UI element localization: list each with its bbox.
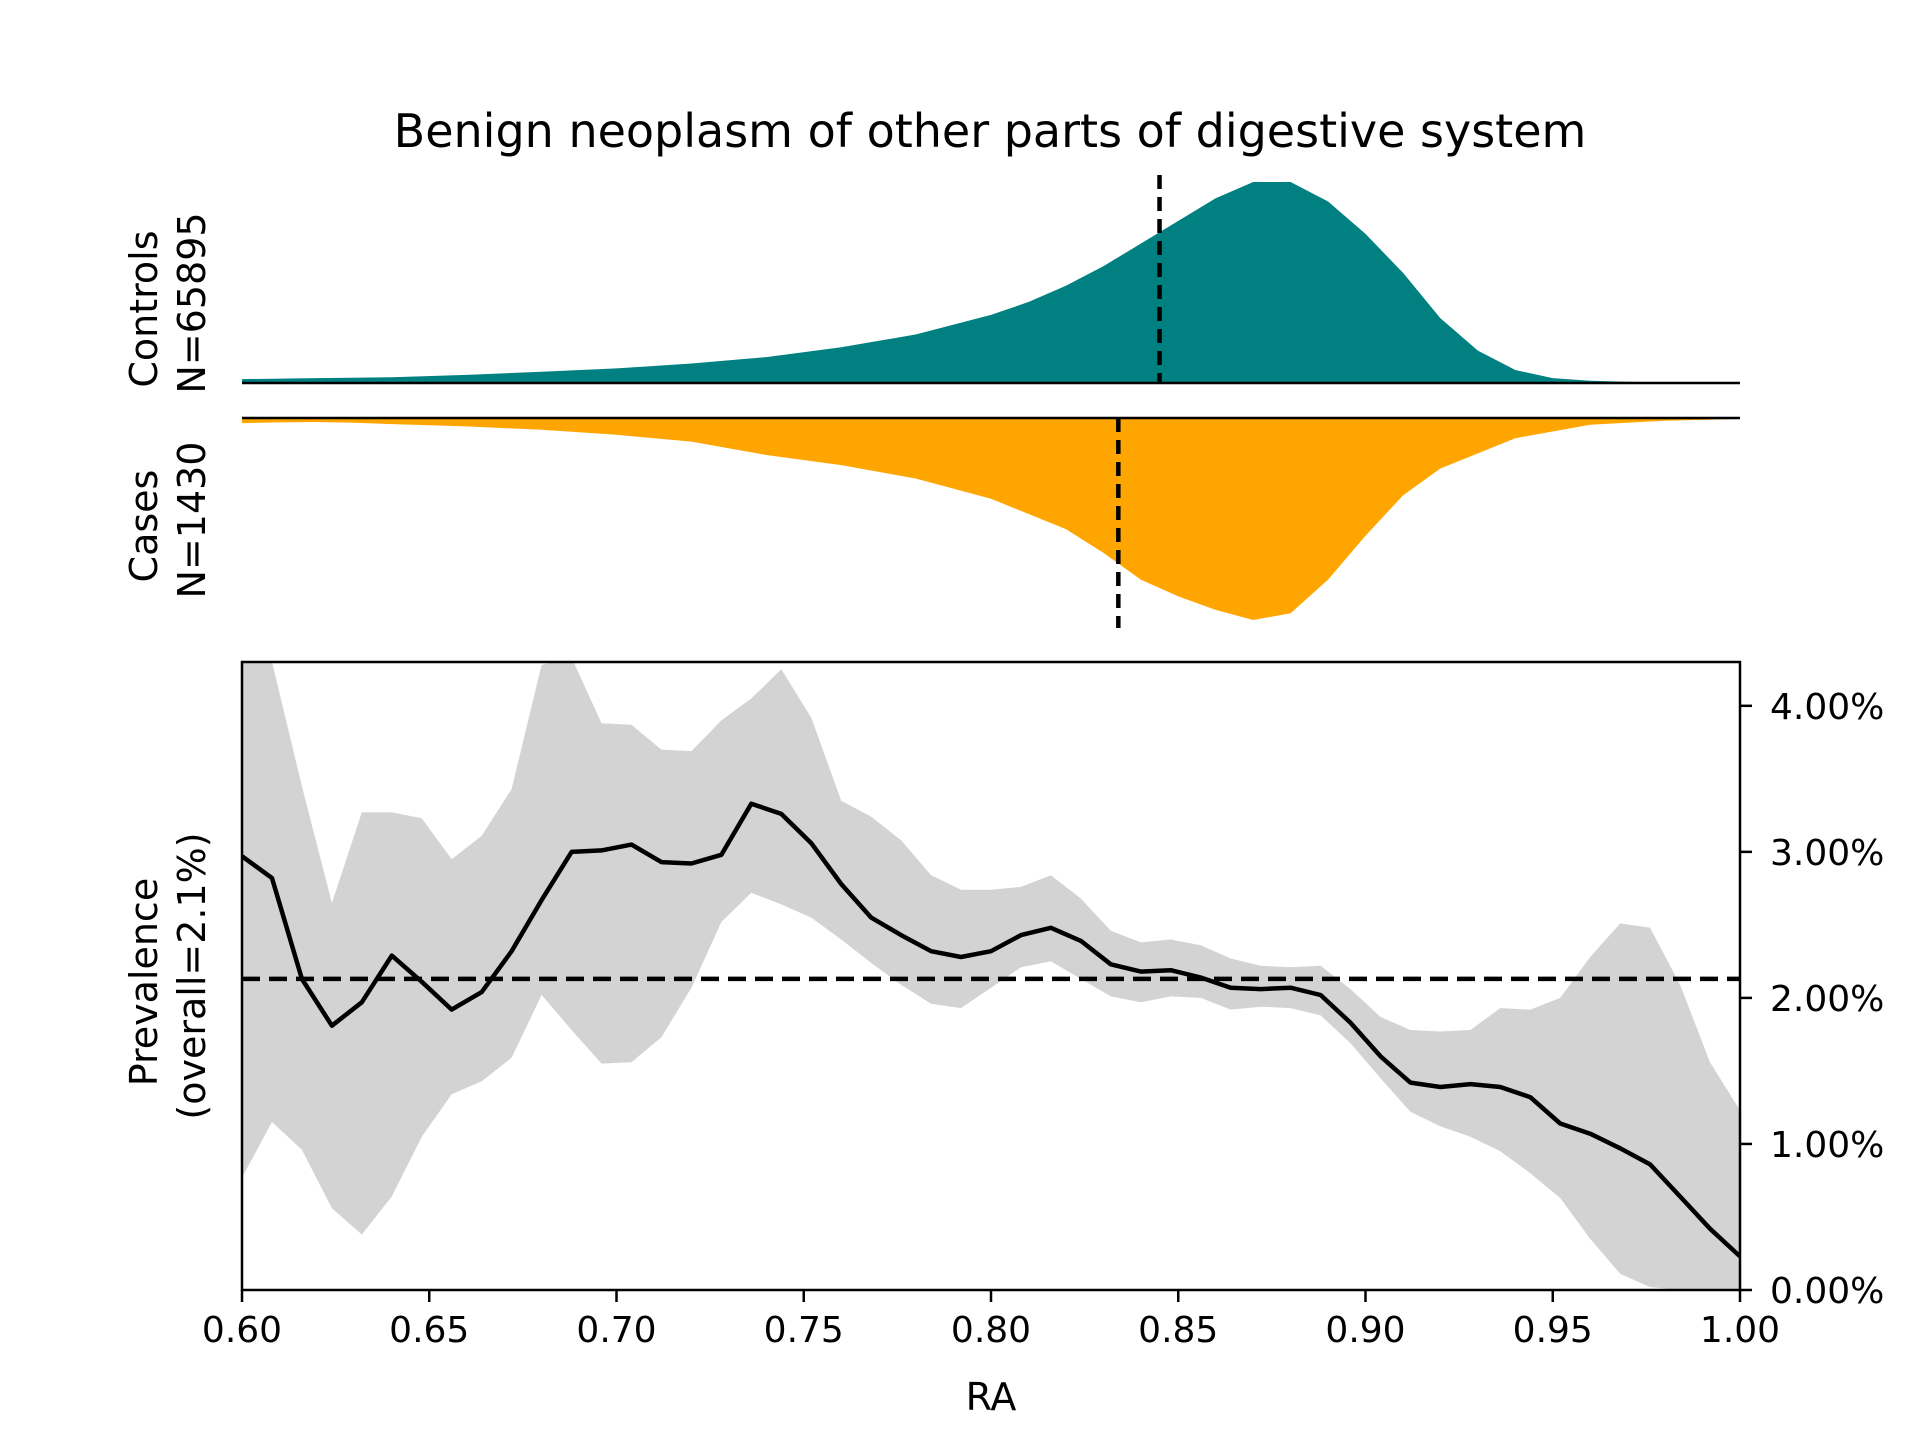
- prevalence-line: [242, 801, 1740, 1259]
- y-tick-label: 3.00%: [1770, 833, 1884, 874]
- prevalence-panel: 0.60 0.65 0.70 0.75 0.80 0.85 0.90 0.95 1.00 0.0…: [122, 660, 1884, 1419]
- y-axis-ticks: 0.00% 1.00% 2.00% 3.00% 4.00%: [1740, 687, 1884, 1312]
- cases-label-line2: N=1430: [170, 442, 214, 599]
- x-tick-label: 0.60: [202, 1310, 282, 1351]
- x-tick-label: 1.00: [1700, 1310, 1780, 1351]
- x-tick-label: 0.70: [576, 1310, 656, 1351]
- x-axis-ticks: 0.60 0.65 0.70 0.75 0.80 0.85 0.90 0.95 1.00: [202, 1290, 1780, 1351]
- x-tick-label: 0.85: [1138, 1310, 1218, 1351]
- x-axis-label: RA: [966, 1375, 1017, 1419]
- cases-label-line1: Cases: [122, 470, 166, 583]
- y-axis-label: Prevalence (overall=2.1%): [122, 832, 214, 1119]
- cases-panel: Cases N=1430: [122, 416, 1740, 628]
- controls-label: Controls N=65895: [122, 212, 214, 393]
- y-tick-label: 1.00%: [1770, 1125, 1884, 1166]
- y-axis-label-line1: Prevalence: [122, 878, 166, 1086]
- y-tick-label: 0.00%: [1770, 1271, 1884, 1312]
- x-tick-label: 0.75: [764, 1310, 844, 1351]
- x-tick-label: 0.95: [1513, 1310, 1593, 1351]
- x-tick-label: 0.80: [951, 1310, 1031, 1351]
- y-axis-label-line2: (overall=2.1%): [170, 832, 214, 1119]
- controls-label-line2: N=65895: [170, 212, 214, 393]
- controls-label-line1: Controls: [122, 230, 166, 387]
- chart-title: Benign neoplasm of other parts of digest…: [394, 104, 1587, 158]
- cases-density-area: [242, 418, 1740, 620]
- controls-panel: Controls N=65895: [122, 175, 1740, 394]
- x-tick-label: 0.65: [389, 1310, 469, 1351]
- y-tick-label: 4.00%: [1770, 687, 1884, 728]
- y-tick-label: 2.00%: [1770, 979, 1884, 1020]
- confidence-interval-band: [242, 662, 1740, 1290]
- x-tick-label: 0.90: [1325, 1310, 1405, 1351]
- controls-density-area: [242, 182, 1740, 383]
- cases-label: Cases N=1430: [122, 442, 214, 599]
